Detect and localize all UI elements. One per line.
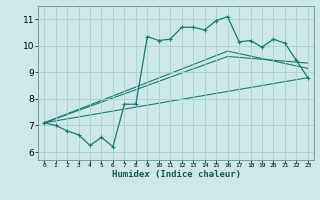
X-axis label: Humidex (Indice chaleur): Humidex (Indice chaleur) bbox=[111, 170, 241, 179]
